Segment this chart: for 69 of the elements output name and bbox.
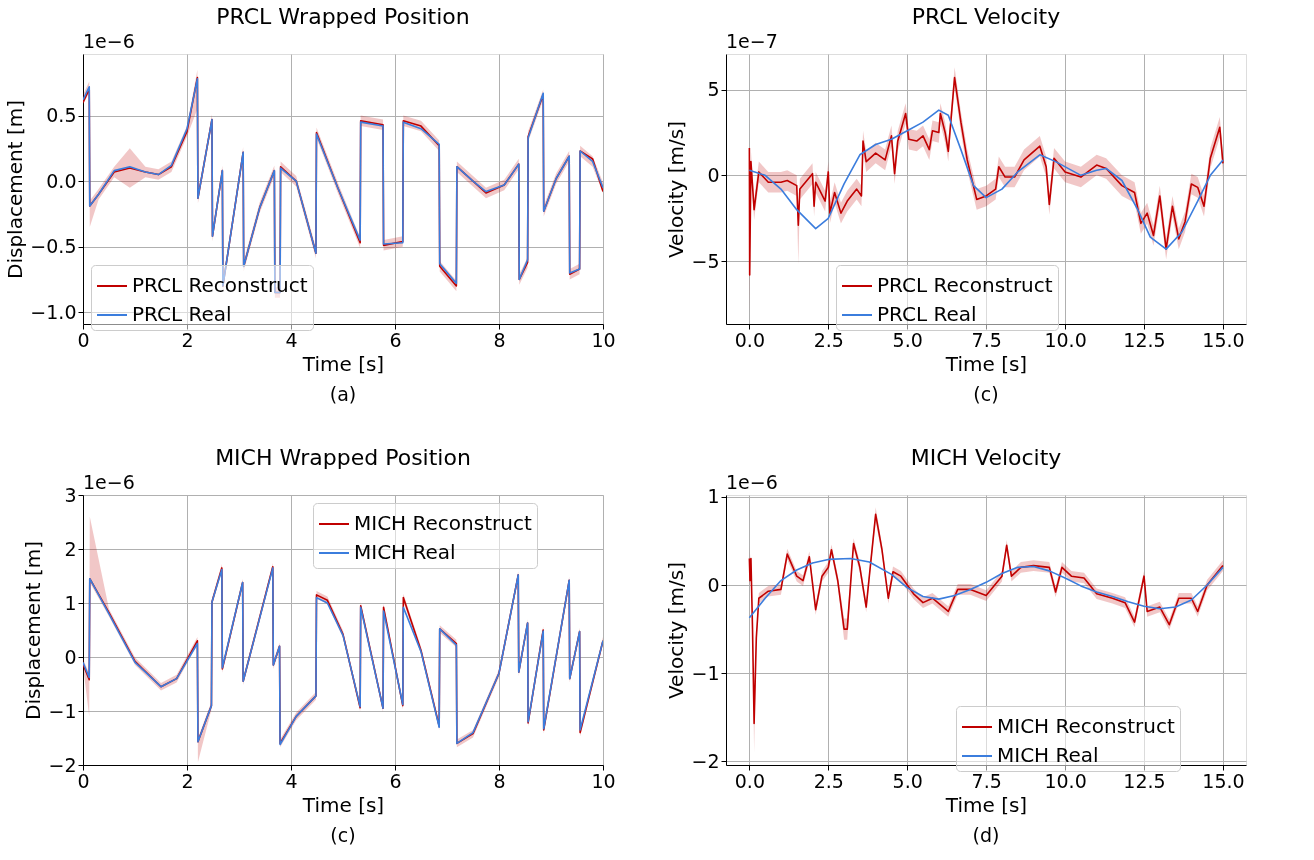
y-tick-label: 0 — [64, 645, 77, 668]
x-tick-label: 2.5 — [813, 328, 844, 351]
y-tick-label: −1 — [691, 661, 720, 684]
legend-label: MICH Real — [997, 743, 1099, 767]
x-tick-label: 12.5 — [1123, 328, 1166, 351]
x-axis-title: Time [s] — [301, 792, 385, 817]
legend-label: MICH Reconstruct — [997, 714, 1175, 738]
x-tick-label: 8 — [493, 328, 506, 351]
text: (d) — [972, 824, 1000, 846]
x-tick-label: 15.0 — [1202, 769, 1245, 792]
y-tick-label: 0 — [707, 573, 720, 596]
chart-title: PRCL Velocity — [911, 4, 1061, 29]
y-tick-label: −1.0 — [30, 300, 77, 323]
legend-label: PRCL Reconstruct — [132, 273, 308, 297]
y-axis-title: Velocity [m/s] — [664, 561, 689, 700]
y-tick-label: 0.5 — [46, 104, 77, 127]
x-tick-label: 10 — [591, 769, 616, 792]
y-tick-label: −5 — [691, 249, 720, 272]
x-tick-label: 0.0 — [734, 328, 765, 351]
legend-label: MICH Real — [354, 540, 456, 564]
x-tick-label: 2 — [181, 769, 194, 792]
text: 1e−7 — [726, 30, 778, 52]
x-tick-label: 7.5 — [971, 769, 1002, 792]
y-tick-label: −0.5 — [30, 235, 77, 258]
text: (a) — [329, 383, 357, 405]
x-axis-title: Time [s] — [944, 351, 1028, 376]
y-tick-label: 5 — [707, 78, 720, 101]
y-tick-label: −2 — [48, 753, 77, 776]
x-tick-label: 4 — [285, 328, 298, 351]
x-tick-label: 10.0 — [1044, 769, 1087, 792]
chart-title: PRCL Wrapped Position — [216, 4, 470, 29]
x-tick-label: 2.5 — [813, 769, 844, 792]
legend-label: PRCL Reconstruct — [877, 273, 1053, 297]
y-axis-title: Velocity [m/s] — [664, 120, 689, 259]
y-axis-title: Displacement [m] — [3, 100, 28, 279]
y-axis-title: Displacement [m] — [21, 541, 46, 720]
x-axis-title: Time [s] — [944, 792, 1028, 817]
x-tick-label: 0.0 — [734, 769, 765, 792]
x-tick-label: 6 — [389, 769, 402, 792]
x-tick-label: 10.0 — [1044, 328, 1087, 351]
text: 1e−6 — [726, 471, 778, 493]
y-tick-label: 1 — [64, 591, 77, 614]
y-tick-label: 0 — [707, 163, 720, 186]
x-tick-label: 5.0 — [892, 328, 923, 351]
x-tick-label: 7.5 — [971, 328, 1002, 351]
x-tick-label: 6 — [389, 328, 402, 351]
chart-title: MICH Velocity — [910, 445, 1062, 470]
x-tick-label: 5.0 — [892, 769, 923, 792]
legend-label: PRCL Real — [877, 302, 977, 326]
y-tick-label: 2 — [64, 537, 77, 560]
x-tick-label: 12.5 — [1123, 769, 1166, 792]
y-tick-label: 0.0 — [46, 169, 77, 192]
x-tick-label: 4 — [285, 769, 298, 792]
x-tick-label: 15.0 — [1202, 328, 1245, 351]
x-tick-label: 10 — [591, 328, 616, 351]
x-axis-title: Time [s] — [301, 351, 385, 376]
y-tick-label: 3 — [64, 483, 77, 506]
x-tick-label: 2 — [181, 328, 194, 351]
y-tick-label: −2 — [691, 749, 720, 772]
text: 1e−6 — [83, 471, 135, 493]
legend-label: PRCL Real — [132, 302, 232, 326]
x-tick-label: 8 — [493, 769, 506, 792]
y-tick-label: 1 — [707, 485, 720, 508]
text: (c) — [973, 383, 999, 405]
text: 1e−6 — [83, 30, 135, 52]
chart-title: MICH Wrapped Position — [215, 445, 471, 470]
text: (c) — [330, 824, 356, 846]
legend-label: MICH Reconstruct — [354, 511, 532, 535]
y-tick-label: −1 — [48, 699, 77, 722]
